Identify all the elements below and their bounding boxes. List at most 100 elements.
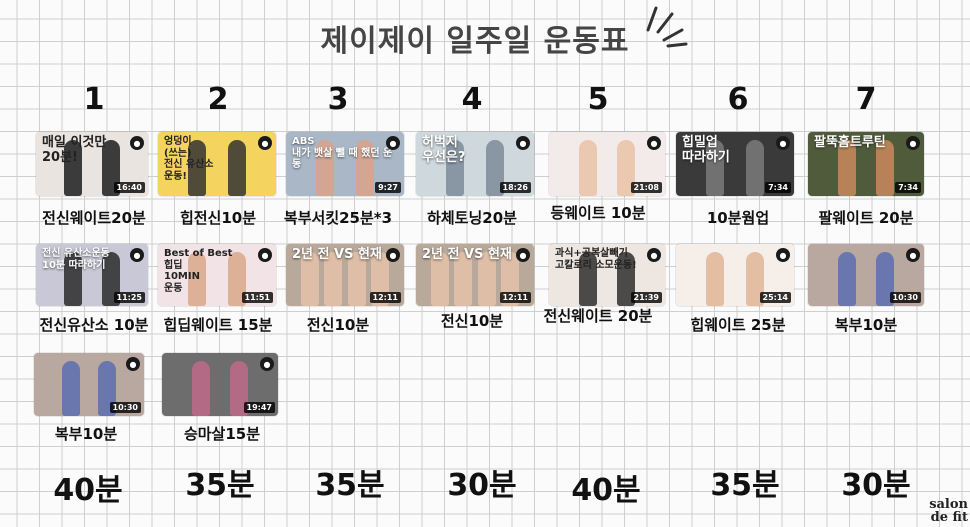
video-duration: 9:27 — [375, 182, 401, 193]
workout-caption: 힙딥웨이트 15분 — [163, 316, 273, 334]
video-thumbnail[interactable]: ● 10:30 — [808, 244, 924, 306]
day-number: 3 — [327, 82, 349, 117]
channel-badge-icon: ● — [516, 136, 530, 150]
video-thumbnail[interactable]: ● 10:30 — [34, 353, 144, 416]
person-figure — [347, 252, 366, 306]
person-figure — [485, 140, 504, 196]
person-figure — [876, 140, 895, 196]
person-figure — [446, 140, 465, 196]
person-figure — [188, 140, 207, 196]
video-thumbnail[interactable]: 매일 이것만 20분! ● 16:40 — [36, 132, 148, 196]
person-figure — [430, 252, 449, 306]
thumbnail-title: 2년 전 VS 현재 — [422, 247, 512, 262]
workout-caption: 전신10분 — [440, 312, 504, 330]
daily-total-time: 40분 — [571, 473, 641, 508]
video-duration: 16:40 — [113, 182, 145, 193]
channel-badge-icon: ● — [906, 136, 920, 150]
thumbnail-title: 전신 유산소운동 10분 따라하기 — [42, 248, 110, 271]
person-figure — [578, 140, 597, 196]
workout-caption: 하체토닝20분 — [427, 209, 517, 227]
video-thumbnail[interactable]: ● 19:47 — [162, 353, 278, 416]
channel-badge-icon: ● — [260, 357, 274, 371]
channel-badge-icon: ● — [516, 248, 530, 262]
thumbnail-title: 엉덩이 (쓰는) 전신 유산소 운동! — [164, 136, 214, 182]
person-figure — [64, 140, 83, 196]
video-thumbnail[interactable]: Best of Best 힙딥 10MIN 운동 ● 11:51 — [158, 244, 276, 306]
daily-total-time: 30분 — [447, 468, 517, 503]
thumbnail-title: 매일 이것만 20분! — [42, 135, 107, 165]
day-number: 2 — [207, 82, 229, 117]
thumbnail-title: ABS 내가 뱃살 뺄 때 했던 운동 — [292, 136, 393, 170]
thumbnail-title: 팔뚝홈트루틴 — [814, 135, 886, 150]
channel-badge-icon: ● — [258, 248, 272, 262]
video-thumbnail[interactable]: 전신 유산소운동 10분 따라하기 ● 11:25 — [36, 244, 148, 306]
person-figure — [454, 252, 473, 306]
workout-caption: 전신웨이트20분 — [42, 209, 146, 227]
day-number: 6 — [727, 82, 749, 117]
person-figure — [227, 252, 246, 306]
daily-total-time: 35분 — [710, 468, 780, 503]
person-figure — [706, 252, 725, 306]
video-duration: 25:14 — [759, 292, 791, 303]
video-duration: 11:25 — [113, 292, 145, 303]
day-number: 5 — [587, 82, 609, 117]
channel-badge-icon: ● — [258, 136, 272, 150]
channel-badge-icon: ● — [130, 248, 144, 262]
video-duration: 21:39 — [630, 292, 662, 303]
video-duration: 11:51 — [241, 292, 273, 303]
video-thumbnail[interactable]: ● 25:14 — [676, 244, 794, 306]
workout-caption: 복부10분 — [54, 425, 118, 443]
thumbnail-title: 과식+공복살빼기 고칼로리 소모운동! — [555, 248, 637, 271]
workout-caption: 등웨이트 10분 — [550, 204, 646, 222]
daily-total-time: 30분 — [841, 468, 911, 503]
person-figure — [188, 252, 207, 306]
channel-badge-icon: ● — [386, 136, 400, 150]
video-thumbnail[interactable]: 엉덩이 (쓰는) 전신 유산소 운동! ● — [158, 132, 276, 196]
video-duration: 10:30 — [889, 292, 921, 303]
video-duration: 7:34 — [895, 182, 921, 193]
person-figure — [837, 140, 856, 196]
person-figure — [61, 361, 80, 416]
workout-caption: 전신10분 — [306, 316, 370, 334]
video-duration: 12:11 — [369, 292, 401, 303]
thumbnail-title: 허벅지 우선은? — [422, 135, 466, 165]
video-duration: 19:47 — [243, 402, 275, 413]
video-thumbnail[interactable]: 2년 전 VS 현재 ● 12:11 — [416, 244, 534, 306]
video-thumbnail[interactable]: ● 21:08 — [549, 132, 665, 196]
channel-badge-icon: ● — [126, 357, 140, 371]
video-thumbnail[interactable]: 2년 전 VS 현재 ● 12:11 — [286, 244, 404, 306]
channel-badge-icon: ● — [647, 248, 661, 262]
video-duration: 12:11 — [499, 292, 531, 303]
day-number: 7 — [855, 82, 877, 117]
workout-caption: 힙전신10분 — [179, 209, 257, 227]
channel-badge-icon: ● — [130, 136, 144, 150]
page-title: 제이제이 일주일 운동표 — [320, 24, 630, 59]
person-figure — [324, 252, 343, 306]
person-figure — [64, 252, 83, 306]
person-figure — [706, 140, 725, 196]
video-thumbnail[interactable]: 팔뚝홈트루틴 ● 7:34 — [808, 132, 924, 196]
video-thumbnail[interactable]: 허벅지 우선은? ● 18:26 — [416, 132, 534, 196]
workout-caption: 힙웨이트 25분 — [690, 316, 786, 334]
channel-badge-icon: ● — [776, 248, 790, 262]
person-figure — [300, 252, 319, 306]
workout-caption: 전신웨이트 20분 — [543, 307, 653, 325]
video-thumbnail[interactable]: 과식+공복살빼기 고칼로리 소모운동! ● 21:39 — [549, 244, 665, 306]
workout-caption: 승마살15분 — [183, 425, 261, 443]
person-figure — [578, 252, 597, 306]
video-thumbnail[interactable]: 힙밀업 따라하기 ● 7:34 — [676, 132, 794, 196]
daily-total-time: 35분 — [315, 468, 385, 503]
workout-caption: 10분웜업 — [706, 209, 770, 227]
workout-caption: 팔웨이트 20분 — [818, 209, 914, 227]
video-thumbnail[interactable]: ABS 내가 뱃살 뺄 때 했던 운동 ● 9:27 — [286, 132, 404, 196]
channel-badge-icon: ● — [776, 136, 790, 150]
thumbnail-title: 2년 전 VS 현재 — [292, 247, 382, 262]
workout-caption: 복부10분 — [834, 316, 898, 334]
channel-badge-icon: ● — [386, 248, 400, 262]
person-figure — [745, 252, 764, 306]
channel-badge-icon: ● — [647, 136, 661, 150]
video-duration: 10:30 — [109, 402, 141, 413]
video-duration: 18:26 — [499, 182, 531, 193]
thumbnail-title: Best of Best 힙딥 10MIN 운동 — [164, 248, 233, 294]
day-number: 1 — [83, 82, 105, 117]
